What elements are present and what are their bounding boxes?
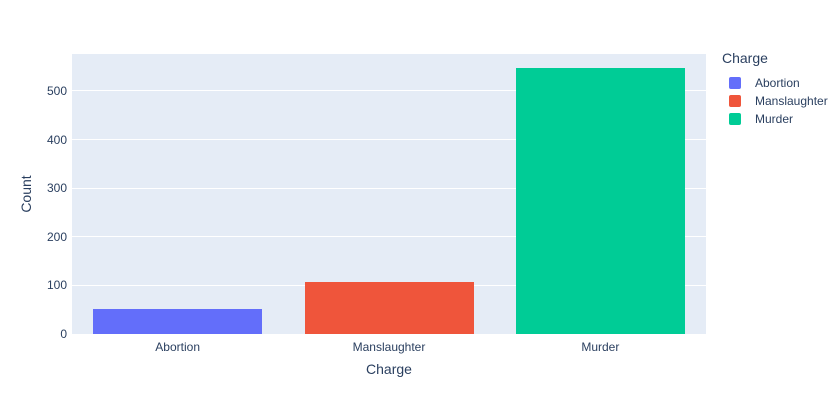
x-tick-label-murder: Murder xyxy=(581,340,620,354)
bar-murder[interactable] xyxy=(516,68,685,334)
legend-items: Abortion Manslaughter Murder xyxy=(722,74,840,128)
gridline-500 xyxy=(72,90,706,92)
y-tick-label-400: 400 xyxy=(46,132,67,147)
y-tick-label-200: 200 xyxy=(46,229,67,244)
y-tick-label-300: 300 xyxy=(46,181,67,196)
plot-area[interactable] xyxy=(72,54,706,334)
bar-manslaughter[interactable] xyxy=(305,282,474,334)
x-axis-title: Charge xyxy=(366,361,412,377)
bar-abortion[interactable] xyxy=(93,309,262,334)
legend-item-manslaughter[interactable]: Manslaughter xyxy=(722,92,840,110)
legend: Charge Abortion Manslaughter Murder xyxy=(722,50,840,128)
legend-swatch-icon xyxy=(729,113,741,125)
y-tick-label-100: 100 xyxy=(46,278,67,293)
legend-item-label: Murder xyxy=(755,112,794,126)
legend-title: Charge xyxy=(722,50,768,66)
legend-item-label: Abortion xyxy=(755,76,800,90)
legend-swatch-icon xyxy=(729,95,741,107)
legend-swatch-icon xyxy=(729,77,741,89)
legend-item-murder[interactable]: Murder xyxy=(722,110,840,128)
gridline-300 xyxy=(72,187,706,189)
x-tick-label-manslaughter: Manslaughter xyxy=(352,340,426,354)
gridline-400 xyxy=(72,139,706,141)
x-tick-label-abortion: Abortion xyxy=(155,340,201,354)
y-tick-label-0: 0 xyxy=(60,327,67,341)
gridline-200 xyxy=(72,236,706,238)
legend-item-label: Manslaughter xyxy=(755,94,828,108)
y-tick-label-500: 500 xyxy=(46,83,67,98)
legend-item-abortion[interactable]: Abortion xyxy=(722,74,840,92)
